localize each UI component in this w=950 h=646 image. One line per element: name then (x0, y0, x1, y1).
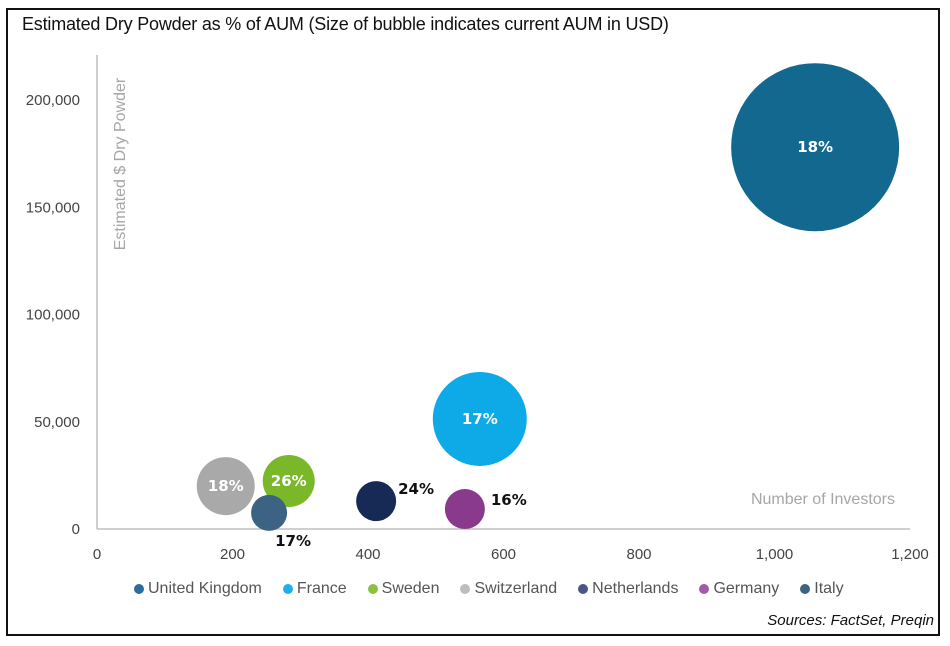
chart-title: Estimated Dry Powder as % of AUM (Size o… (22, 14, 669, 34)
legend-dot-icon (578, 584, 589, 594)
y-tick-label: 200,000 (26, 92, 80, 109)
y-tick-label: 100,000 (26, 307, 80, 324)
bubble-label-switzerland: 18% (208, 477, 244, 495)
y-axis-title: Estimated $ Dry Powder (112, 77, 129, 250)
legend-item-germany[interactable]: Germany (699, 580, 779, 598)
y-tick-label: 50,000 (34, 414, 80, 431)
legend-item-netherlands[interactable]: Netherlands (578, 580, 678, 598)
bubble-label-france: 17% (462, 410, 498, 428)
legend-dot-icon (134, 584, 144, 594)
y-tick-label: 0 (72, 521, 80, 538)
bubble-france (432, 371, 527, 466)
legend-item-france[interactable]: France (282, 580, 347, 598)
legend-label: Italy (814, 580, 844, 597)
bubble-label-italy: 17% (275, 532, 311, 550)
legend-item-italy[interactable]: Italy (800, 580, 844, 598)
bubble-labels: 18% 17% 26% 18% 24% 16% 17% (208, 138, 833, 550)
legend-dot-icon (367, 584, 378, 594)
x-tick-label: 400 (355, 546, 380, 563)
legend-label: Germany (713, 580, 780, 597)
legend-item-united-kingdom[interactable]: United Kingdom (134, 580, 262, 598)
bubble-label-netherlands: 24% (398, 480, 434, 498)
axes: 0 200 400 600 800 1,000 1,200 0 50,000 100,000 150… (26, 55, 929, 563)
sources-note: Sources: FactSet, Preqin (767, 612, 934, 629)
x-tick-label: 200 (220, 546, 245, 563)
bubbles (196, 63, 900, 531)
legend: United Kingdom France Sweden Switzerland… (134, 580, 865, 598)
legend-item-switzerland[interactable]: Switzerland (460, 580, 557, 598)
x-tick-label: 0 (93, 546, 101, 563)
y-tick-label: 150,000 (26, 199, 80, 216)
legend-dot-icon (460, 584, 471, 594)
x-tick-label: 1,000 (756, 546, 794, 563)
bubble-sweden (262, 454, 315, 507)
legend-label: Sweden (381, 580, 440, 597)
bubble-switzerland (196, 457, 255, 516)
bubble-united-kingdom (731, 63, 900, 232)
x-tick-label: 1,200 (891, 546, 929, 563)
legend-label: France (296, 580, 347, 597)
legend-label: Netherlands (592, 580, 679, 597)
legend-dot-icon (800, 584, 811, 594)
x-tick-label: 800 (626, 546, 651, 563)
legend-item-sweden[interactable]: Sweden (367, 580, 440, 598)
legend-label: Switzerland (474, 580, 558, 597)
legend-dot-icon (282, 584, 293, 594)
bubble-label-united-kingdom: 18% (797, 138, 833, 156)
x-tick-label: 600 (491, 546, 516, 563)
bubble-germany (444, 489, 485, 530)
legend-dot-icon (699, 584, 710, 594)
bubble-label-sweden: 26% (271, 472, 307, 490)
bubble-netherlands (356, 481, 397, 522)
bubble-label-germany: 16% (491, 491, 527, 509)
x-axis-title: Number of Investors (751, 491, 895, 508)
bubble-italy (251, 494, 288, 531)
legend-label: United Kingdom (148, 580, 262, 597)
